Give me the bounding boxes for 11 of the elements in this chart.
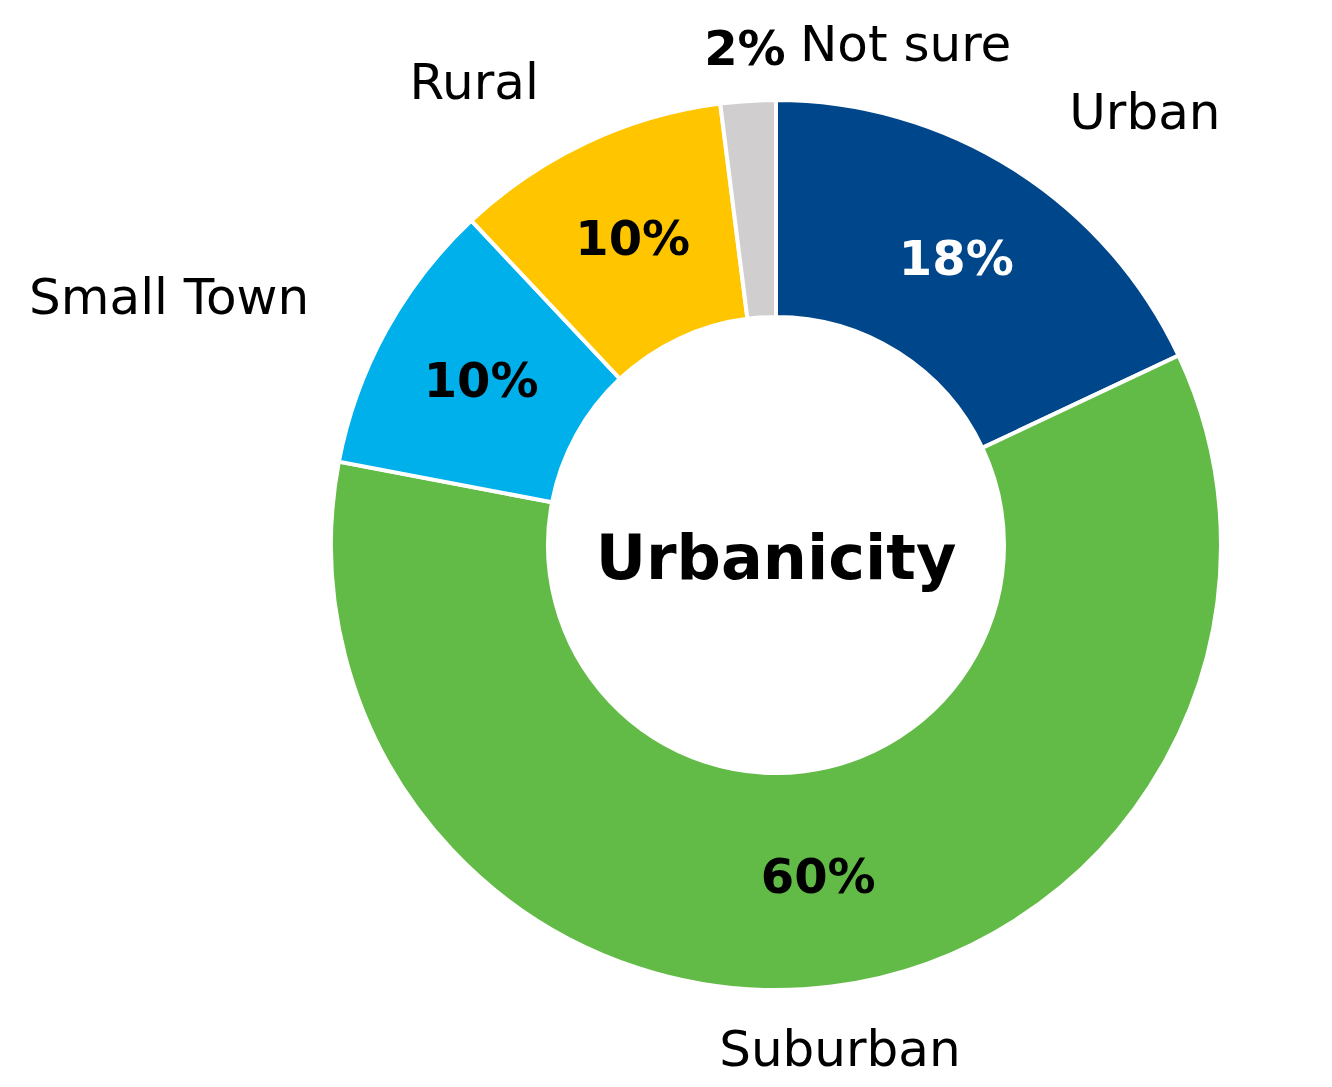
data-label: 10% [423, 351, 539, 408]
data-label: 18% [898, 229, 1014, 286]
data-label: 60% [760, 847, 876, 904]
slice-label: Small Town [29, 268, 310, 327]
data-label: 2% [704, 19, 786, 76]
slice-label: Urban [1069, 83, 1221, 142]
data-label: 10% [575, 209, 691, 266]
slice-label: Suburban [719, 1019, 961, 1078]
text: Urbanicity [595, 521, 957, 594]
slice-label: Not sure [799, 14, 1012, 73]
slice-label: Rural [409, 52, 539, 111]
